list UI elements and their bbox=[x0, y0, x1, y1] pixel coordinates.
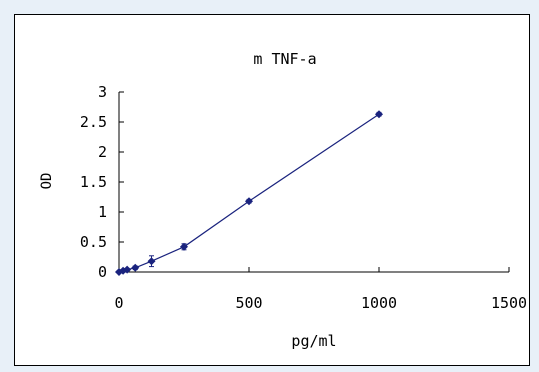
x-tick-label: 1000 bbox=[361, 294, 397, 312]
y-axis-label: OD bbox=[39, 173, 55, 190]
chart-frame: m TNF-a OD pg/ml 0 0.5 1 1.5 2 2.5 3 0 500 1000 15… bbox=[14, 14, 530, 366]
data-point bbox=[123, 265, 132, 274]
y-tick-label: 1 bbox=[98, 203, 107, 221]
chart-title: m TNF-a bbox=[253, 50, 316, 68]
x-tick-label: 0 bbox=[114, 294, 123, 312]
y-tick-label: 2.5 bbox=[80, 113, 107, 131]
y-tick-label: 2 bbox=[98, 143, 107, 161]
x-tick-label: 1500 bbox=[491, 294, 527, 312]
data-point bbox=[180, 242, 188, 251]
data-point bbox=[119, 266, 128, 275]
y-tick-label: 3 bbox=[98, 83, 107, 101]
data-point bbox=[147, 257, 156, 266]
chart: m TNF-a OD pg/ml 0 0.5 1 1.5 2 2.5 3 0 500 1000 15… bbox=[39, 50, 527, 350]
x-axis-label: pg/ml bbox=[291, 332, 336, 350]
ticks: 0 0.5 1 1.5 2 2.5 3 0 500 1000 1500 bbox=[80, 83, 527, 312]
axes bbox=[118, 92, 509, 273]
x-tick-label: 500 bbox=[235, 294, 262, 312]
data-point bbox=[131, 263, 140, 272]
y-tick-label: 0.5 bbox=[80, 233, 107, 251]
data-point bbox=[375, 110, 383, 119]
y-tick-label: 0 bbox=[98, 263, 107, 281]
series-line bbox=[118, 113, 380, 273]
y-tick-label: 1.5 bbox=[80, 173, 107, 191]
data-point bbox=[245, 197, 253, 206]
marks bbox=[115, 110, 383, 276]
